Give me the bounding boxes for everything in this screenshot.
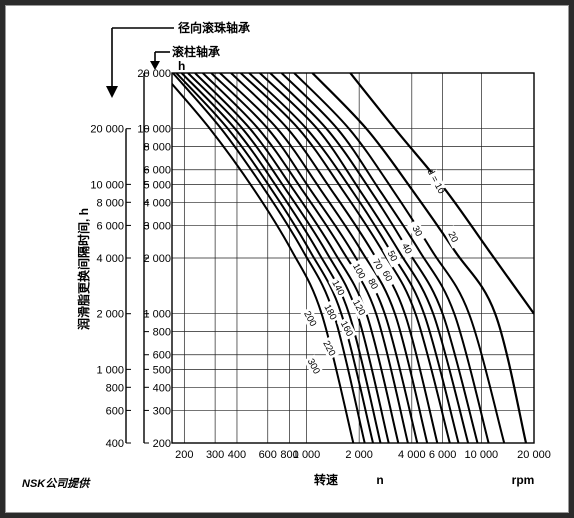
curve-label-bg (349, 259, 370, 283)
roller-y-tick-label: 20 000 (137, 68, 171, 80)
roller-y-tick-label: 8 000 (143, 142, 171, 154)
curve-label-bg (443, 225, 464, 249)
ball-arrow-icon (106, 86, 118, 98)
ball-y-tick-label: 2 000 (96, 309, 124, 321)
roller-y-tick-label: 600 (153, 350, 171, 362)
roller-y-tick-label: 6 000 (143, 165, 171, 177)
ball-y-tick-label: 4 000 (96, 253, 124, 265)
ball-bearing-label: 径向滚珠轴承 (178, 20, 250, 35)
curve-80 (240, 73, 451, 443)
curve-50 (269, 73, 479, 443)
curve-label-bg (303, 354, 324, 378)
roller-bearing-label: 滚柱轴承 (172, 44, 220, 59)
curve-label-bg (396, 236, 417, 261)
curve-label-bg (382, 244, 403, 268)
source-credit: NSK公司提供 (22, 477, 91, 490)
x-tick-label: 2 000 (345, 449, 373, 461)
curve-label: 80 (365, 277, 380, 292)
ball-y-tick-label: 400 (106, 438, 124, 450)
curve-40 (280, 73, 490, 443)
y-unit-label: h (178, 59, 185, 73)
curve-label-bg (300, 307, 321, 331)
x-tick-label: 1 000 (293, 449, 321, 461)
curve-20 (311, 73, 528, 443)
plot-border (171, 72, 535, 444)
x-tick-label: 6 000 (429, 449, 457, 461)
curve-120 (219, 73, 429, 443)
curve-label-bg (367, 252, 388, 276)
curve-220 (180, 73, 382, 443)
ball-y-tick-label: 8 000 (96, 197, 124, 209)
curve-label-bg (425, 169, 446, 193)
curve-label: 70 (370, 257, 385, 272)
ball-y-tick-label: 20 000 (90, 124, 124, 136)
roller-y-tick-label: 200 (153, 438, 171, 450)
curve-260 (172, 73, 366, 443)
ball-y-tick-label: 10 000 (90, 179, 124, 191)
roller-y-tick-label: 10 000 (137, 124, 171, 136)
roller-y-tick-label: 300 (153, 405, 171, 417)
curve-labels: d = 102030405060708010012014016018020022… (300, 167, 464, 378)
x-tick-label: 200 (175, 449, 193, 461)
curve-label: 40 (399, 242, 414, 257)
curve-200 (187, 73, 390, 443)
grease-interval-chart: d = 102030405060708010012014016018020022… (22, 20, 551, 490)
curve-d10 (349, 73, 534, 315)
x-tick-label: 800 (280, 449, 298, 461)
curve-label: 20 (445, 230, 460, 245)
roller-y-tick-label: 500 (153, 364, 171, 376)
curve-label-bg (336, 317, 357, 341)
curve-100 (230, 73, 439, 443)
roller-y-tick-label: 3 000 (143, 220, 171, 232)
roller-arrow-icon (150, 61, 160, 70)
curve-label: 50 (385, 249, 400, 264)
curve-label-bg (349, 295, 370, 320)
roller-y-tick-label: 2 000 (143, 253, 171, 265)
x-tick-label: 400 (228, 449, 246, 461)
roller-y-tick-label: 4 000 (143, 197, 171, 209)
curve-label: 30 (410, 224, 425, 239)
roller-y-tick-label: 400 (153, 382, 171, 394)
curve-180 (194, 73, 400, 443)
bearing-annotations: 径向滚珠轴承 滚柱轴承 (106, 20, 250, 98)
curve-label-bg (319, 336, 340, 360)
chart-frame: d = 10 20 30 40 50 60 70 80 100 120 140 160 180 200 22… (5, 5, 569, 513)
roller-y-tick-label: 1 000 (143, 309, 171, 321)
curve-60 (259, 73, 470, 443)
ball-y-tick-label: 800 (106, 382, 124, 394)
roller-y-tick-label: 5 000 (143, 179, 171, 191)
curve-label-bg (320, 300, 341, 324)
ball-y-tick-label: 600 (106, 405, 124, 417)
x-tick-label: 300 (206, 449, 224, 461)
curve-160 (202, 73, 409, 443)
curve-140 (210, 73, 419, 443)
x-axis-label: 转速 (314, 472, 338, 487)
ball-y-tick-label: 6 000 (96, 220, 124, 232)
x-tick-label: 20 000 (517, 449, 551, 461)
x-tick-label: 4 000 (398, 449, 426, 461)
curve-label-bg (363, 272, 384, 296)
curve-70 (248, 73, 460, 443)
x-axis-unit: rpm (512, 473, 535, 487)
x-tick-label: 600 (259, 449, 277, 461)
curve-label-bg (407, 219, 428, 243)
x-tick-label: 10 000 (465, 449, 499, 461)
x-axis-symbol: n (376, 473, 383, 487)
roller-y-tick-label: 800 (153, 327, 171, 339)
y-axis-label: 润滑脂更换间隔时间, h (76, 208, 91, 330)
curve-240 (175, 73, 374, 443)
curve-label-bg (328, 276, 349, 300)
ball-y-tick-label: 1 000 (96, 364, 124, 376)
